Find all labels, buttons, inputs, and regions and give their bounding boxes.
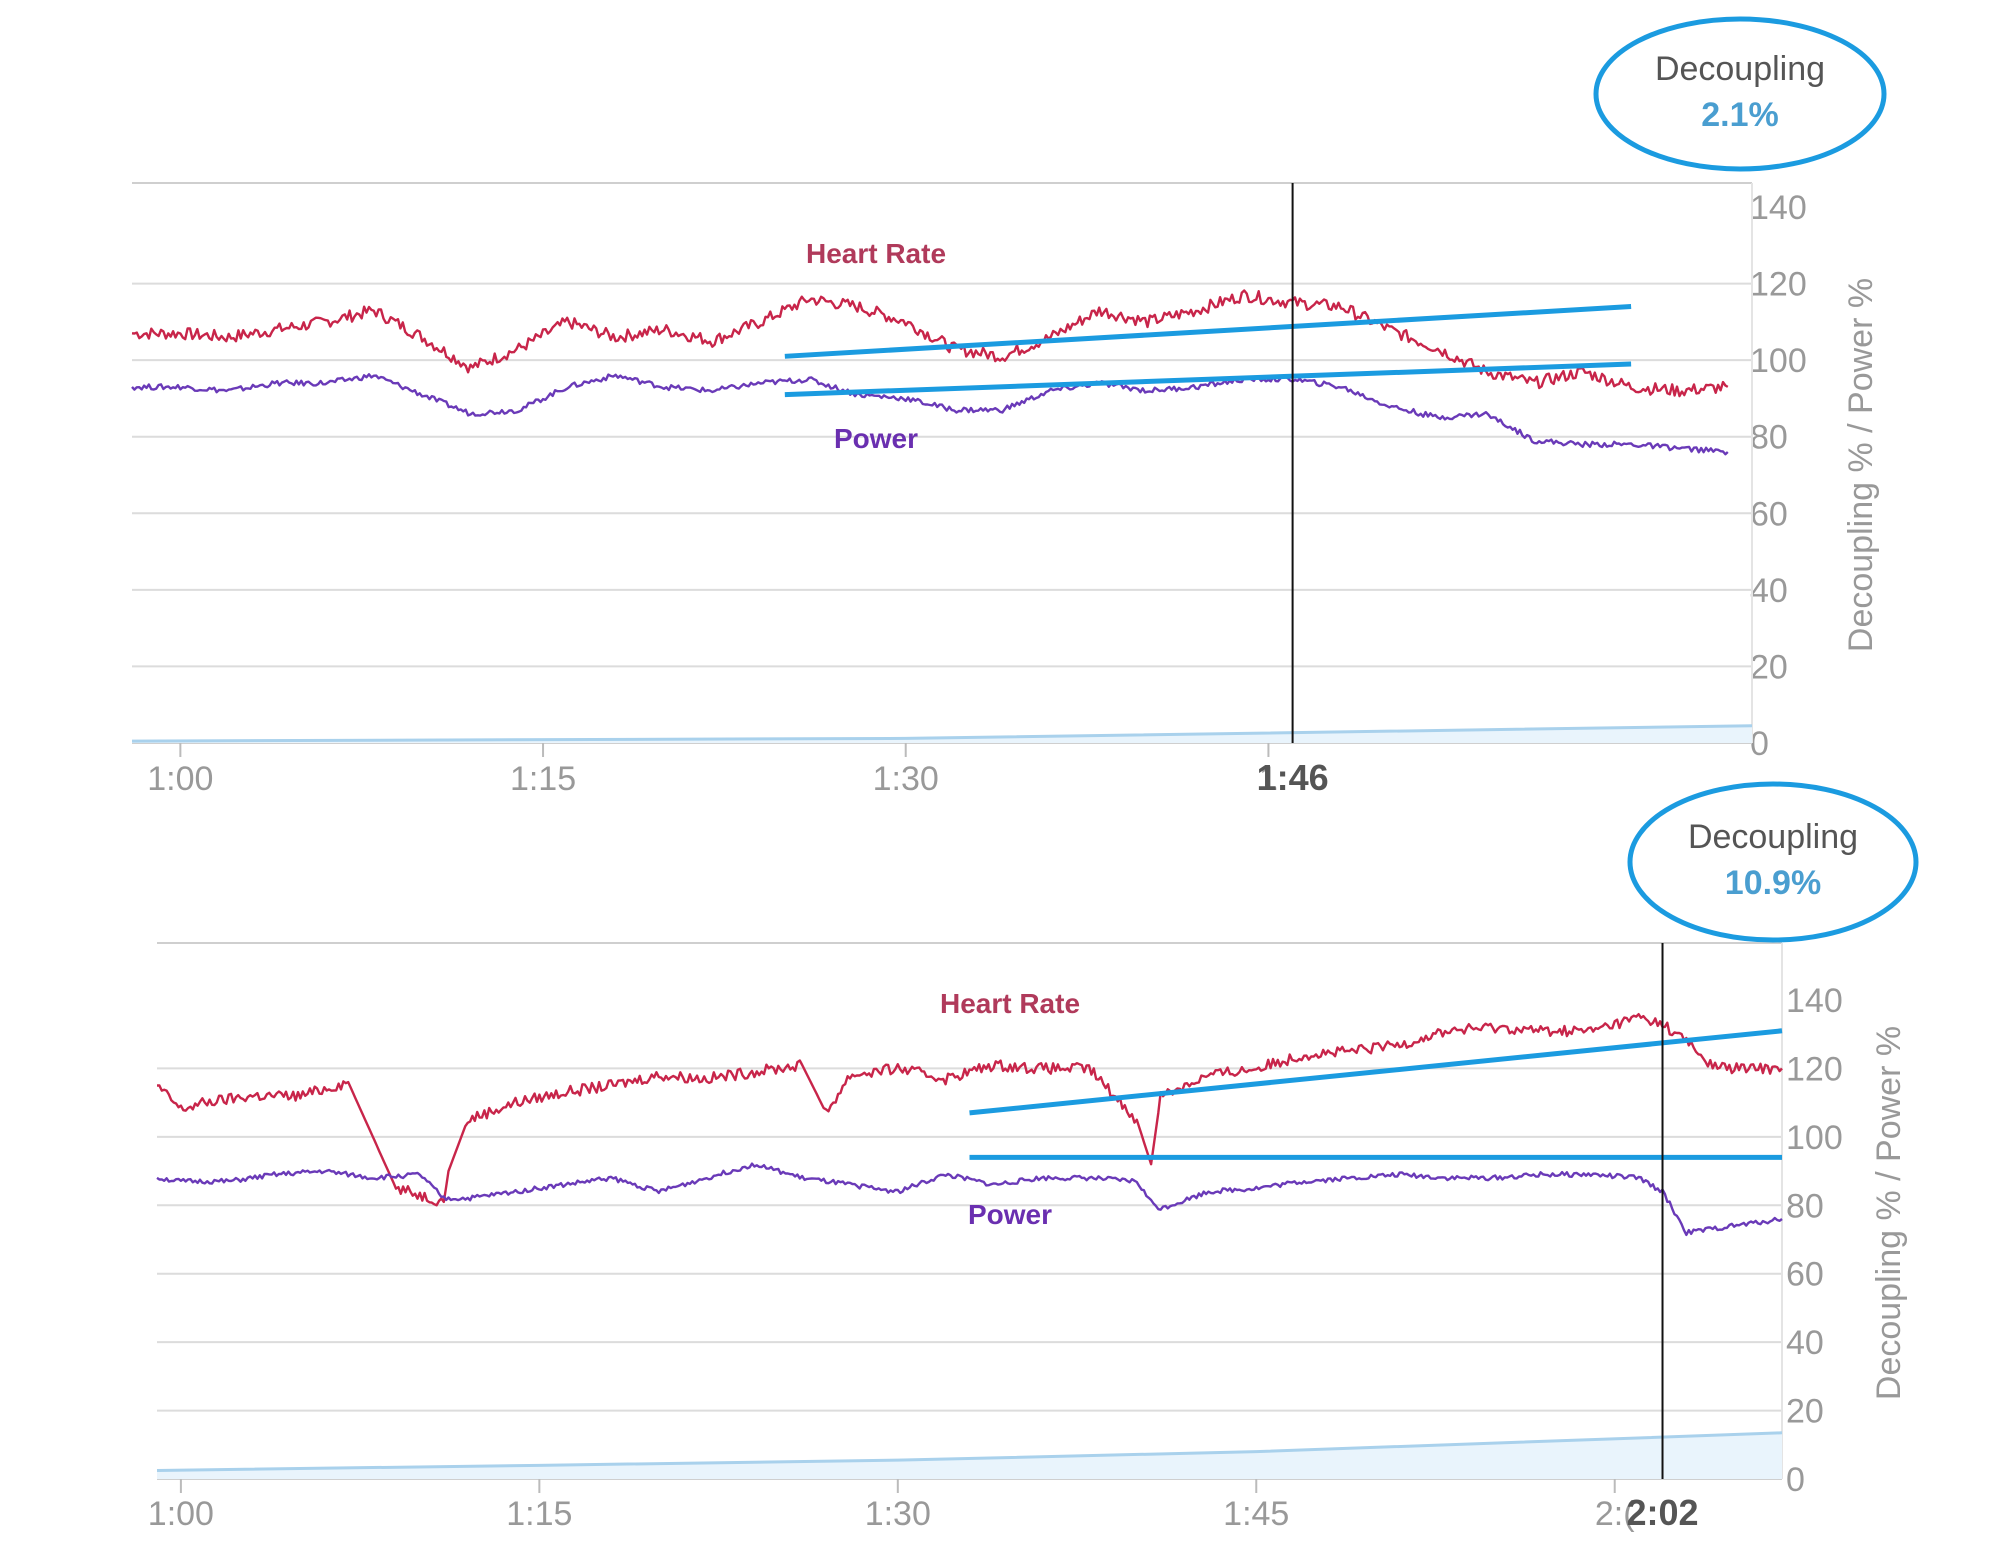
decoupling-area xyxy=(132,725,1752,743)
y-tick-label: 80 xyxy=(1786,1187,1824,1225)
y-tick-label: 0 xyxy=(1786,1461,1805,1499)
y-axis-title: Decoupling % / Power % xyxy=(1870,1026,1908,1400)
decoupling-badge-value: 10.9% xyxy=(1725,864,1821,902)
heart-rate-trend-line xyxy=(969,1028,1783,1116)
x-tick-label: 1:15 xyxy=(510,760,576,798)
x-tick-label: 1:30 xyxy=(865,1495,931,1533)
power-label: Power xyxy=(968,1199,1052,1230)
heart-rate-label: Heart Rate xyxy=(940,988,1080,1019)
heart-rate-trend-line xyxy=(784,304,1632,359)
y-tick-label: 100 xyxy=(1750,342,1807,380)
power-line xyxy=(131,373,1729,456)
decoupling-line xyxy=(156,1431,1783,1472)
x-tick-label: 1:45 xyxy=(1223,1495,1289,1533)
y-tick-label: 100 xyxy=(1786,1119,1843,1157)
y-tick-label: 120 xyxy=(1786,1050,1843,1088)
decoupling-line xyxy=(131,724,1753,743)
x-tick-label: 1 xyxy=(1259,760,1278,798)
x-tick-label: 1:00 xyxy=(147,760,213,798)
power-trend-line xyxy=(784,361,1632,398)
y-tick-label: 140 xyxy=(1750,189,1807,227)
power-line xyxy=(156,1162,1783,1237)
y-tick-label: 0 xyxy=(1750,725,1769,763)
x-tick-label: 1:30 xyxy=(873,760,939,798)
x-tick-label: 2:( xyxy=(1595,1495,1635,1533)
decoupling-badge-value: 2.1% xyxy=(1701,96,1779,134)
y-tick-label: 40 xyxy=(1750,572,1788,610)
x-tick-label: 1:15 xyxy=(506,1495,572,1533)
y-tick-label: 40 xyxy=(1786,1324,1824,1362)
decoupling-badge-title: Decoupling xyxy=(1688,818,1858,856)
y-axis-title: Decoupling % / Power % xyxy=(1842,278,1880,652)
cursor-time-label: 2:02 xyxy=(1626,1492,1698,1533)
y-tick-label: 140 xyxy=(1786,982,1843,1020)
y-tick-label: 20 xyxy=(1750,648,1788,686)
y-tick-label: 120 xyxy=(1750,266,1807,304)
y-tick-label: 80 xyxy=(1750,419,1788,457)
heart-rate-line xyxy=(131,289,1729,398)
power-label: Power xyxy=(834,423,918,454)
cursor-time-label: 1:46 xyxy=(1257,757,1329,798)
decoupling-area xyxy=(157,1432,1782,1479)
y-tick-label: 20 xyxy=(1786,1393,1824,1431)
decoupling-badge-title: Decoupling xyxy=(1655,50,1825,88)
decoupling-badge xyxy=(1627,781,1919,943)
decoupling-badge xyxy=(1593,16,1887,172)
y-tick-label: 60 xyxy=(1750,495,1788,533)
chart-1: 0 20 40 60 80 100 120 140 Decoupling % / Power %… xyxy=(131,16,1887,798)
heart-rate-label: Heart Rate xyxy=(806,238,946,269)
heart-rate-line xyxy=(157,1013,1783,1207)
chart-2: 0 20 40 60 80 100 120 140 Decoupling % / Power %… xyxy=(148,781,1919,1533)
y-tick-label: 60 xyxy=(1786,1256,1824,1294)
x-tick-label: 1:00 xyxy=(148,1495,214,1533)
